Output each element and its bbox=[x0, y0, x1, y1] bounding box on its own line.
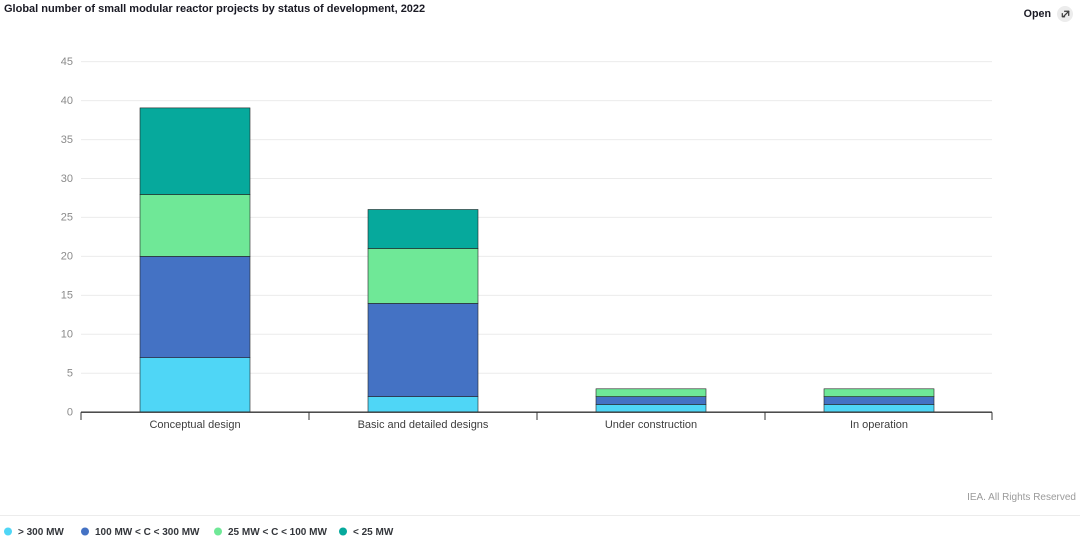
svg-text:15: 15 bbox=[61, 290, 73, 302]
svg-text:10: 10 bbox=[61, 329, 73, 341]
svg-text:In operation: In operation bbox=[850, 419, 908, 431]
svg-text:Conceptual design: Conceptual design bbox=[149, 419, 240, 431]
svg-text:IEA. All Rights Reserved: IEA. All Rights Reserved bbox=[967, 492, 1076, 503]
svg-text:> 300 MW: > 300 MW bbox=[18, 527, 64, 538]
svg-text:20: 20 bbox=[61, 251, 73, 263]
svg-text:35: 35 bbox=[61, 134, 73, 146]
svg-text:Basic and detailed designs: Basic and detailed designs bbox=[358, 419, 489, 431]
svg-text:30: 30 bbox=[61, 173, 73, 185]
svg-text:0: 0 bbox=[67, 407, 73, 419]
svg-text:40: 40 bbox=[61, 95, 73, 107]
svg-text:Under construction: Under construction bbox=[605, 419, 697, 431]
svg-text:< 25 MW: < 25 MW bbox=[353, 527, 394, 538]
svg-text:45: 45 bbox=[61, 56, 73, 68]
svg-text:100 MW < C < 300 MW: 100 MW < C < 300 MW bbox=[95, 527, 200, 538]
svg-text:25: 25 bbox=[61, 212, 73, 224]
svg-text:25 MW < C < 100 MW: 25 MW < C < 100 MW bbox=[228, 527, 327, 538]
svg-text:5: 5 bbox=[67, 368, 73, 380]
